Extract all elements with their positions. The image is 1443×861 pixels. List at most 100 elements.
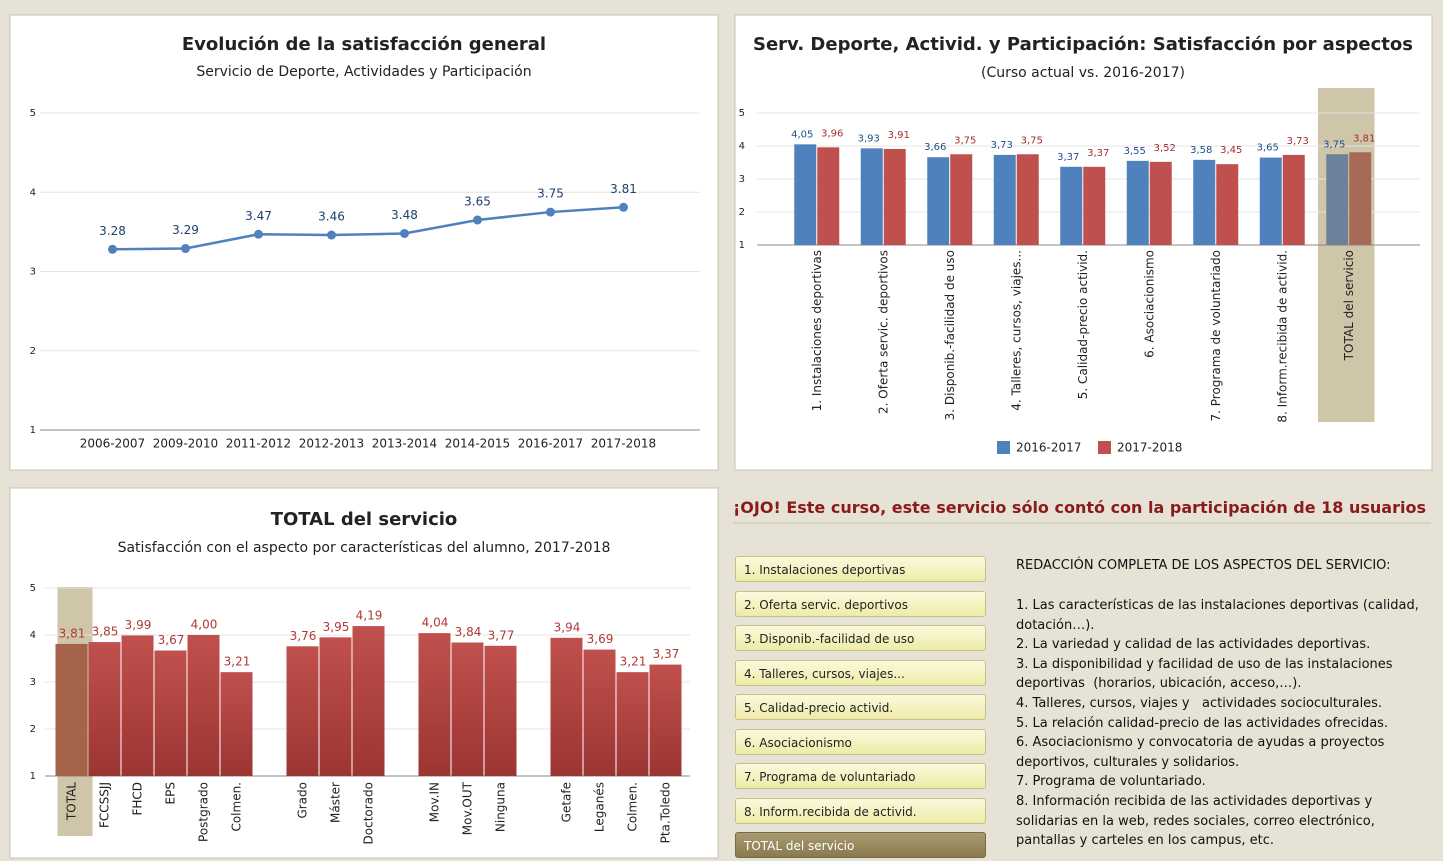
bar — [286, 646, 319, 776]
x-tick-label: 2. Oferta servic. deportivos — [876, 250, 890, 414]
x-tick-label: Pta.Toledo — [659, 782, 673, 843]
value-label: 3,55 — [1124, 146, 1146, 157]
value-label: 3,75 — [954, 135, 976, 146]
value-label: 3,58 — [1190, 145, 1212, 156]
x-tick-label: 2016-2017 — [518, 437, 583, 451]
x-tick-label: 4. Talleres, cursos, viajes... — [1009, 250, 1023, 411]
value-label: 3.75 — [537, 187, 564, 201]
highlight-band — [1318, 88, 1375, 422]
x-tick-label: Leganés — [593, 782, 607, 832]
x-tick-label: 2014-2015 — [445, 437, 510, 451]
bar — [1060, 166, 1083, 245]
aspect-button[interactable]: 1. Instalaciones deportivas — [735, 556, 986, 582]
x-tick-label: Máster — [329, 782, 343, 823]
value-label: 3,94 — [554, 620, 581, 634]
x-tick-label: Colmen. — [626, 782, 640, 832]
bar — [616, 672, 649, 776]
point — [473, 215, 482, 225]
value-label: 3,77 — [488, 628, 515, 642]
bar — [319, 637, 352, 776]
value-label: 3,85 — [92, 625, 119, 639]
bar — [993, 154, 1016, 245]
value-label: 3,21 — [620, 655, 647, 669]
description-line: 6. Asociacionismo y convocatoria de ayud… — [1016, 735, 1385, 751]
chart-title: TOTAL del servicio — [271, 509, 458, 530]
aspect-button[interactable]: 8. Inform.recibida de activid. — [735, 797, 986, 824]
bar — [950, 154, 973, 245]
bar — [220, 672, 253, 776]
aspect-button[interactable]: 6. Asociacionismo — [735, 728, 986, 755]
y-tick-label: 3 — [30, 677, 36, 688]
y-tick-label: 1 — [30, 425, 36, 436]
x-tick-label: 2017-2018 — [591, 437, 656, 451]
point — [619, 202, 628, 212]
x-tick-label: 2013-2014 — [372, 437, 437, 451]
value-label: 3,75 — [1323, 139, 1345, 150]
value-label: 3,96 — [821, 128, 843, 139]
bar — [1216, 164, 1239, 245]
bar — [55, 643, 88, 776]
bar — [1349, 152, 1372, 245]
x-tick-label: 6. Asociacionismo — [1142, 250, 1156, 358]
bar — [154, 650, 187, 776]
aspect-button[interactable]: 5. Calidad-precio activid. — [735, 694, 986, 720]
value-label: 3,66 — [924, 142, 946, 153]
aspect-button[interactable]: TOTAL del servicio — [735, 832, 986, 858]
bar — [1149, 161, 1172, 245]
value-label: 3,52 — [1154, 143, 1176, 154]
x-tick-label: TOTAL — [65, 782, 79, 821]
y-tick-label: 5 — [30, 583, 36, 594]
value-label: 3,75 — [1021, 135, 1043, 146]
bar — [817, 147, 840, 245]
legend-label: 2017-2018 — [1117, 441, 1182, 455]
y-tick-label: 1 — [739, 240, 745, 251]
value-label: 3.29 — [172, 223, 199, 237]
point — [400, 228, 409, 238]
bar — [187, 635, 220, 776]
x-tick-label: TOTAL del servicio — [1342, 250, 1356, 361]
x-tick-label: Getafe — [560, 782, 574, 822]
bar — [860, 148, 883, 245]
x-tick-label: 1. Instalaciones deportivas — [810, 250, 824, 411]
description-line: 2. La variedad y calidad de las activida… — [1016, 637, 1371, 653]
y-tick-label: 3 — [30, 267, 36, 278]
legend-swatch — [1098, 441, 1111, 454]
y-tick-label: 5 — [739, 108, 745, 119]
x-tick-label: Doctorado — [362, 782, 376, 844]
value-label: 3,81 — [1353, 133, 1375, 144]
chart-subtitle: Satisfacción con el aspecto por caracter… — [118, 540, 611, 556]
description-line: 8. Información recibida de las actividad… — [1016, 794, 1373, 809]
x-tick-label: 3. Disponib.-facilidad de uso — [943, 250, 957, 420]
line — [112, 206, 624, 251]
description-line: solidarias en la web, redes sociales, co… — [1016, 813, 1375, 829]
value-label: 3,37 — [1087, 148, 1109, 159]
aspect-button[interactable]: 3. Disponib.-facilidad de uso — [735, 625, 986, 651]
bar — [883, 148, 906, 245]
value-label: 3,81 — [59, 626, 86, 640]
bar — [927, 157, 950, 245]
bar — [484, 645, 517, 776]
x-tick-label: 8. Inform.recibida de activid. — [1275, 250, 1289, 423]
value-label: 4,00 — [191, 618, 218, 632]
value-label: 3,65 — [1257, 143, 1279, 154]
x-tick-label: FCCSSJJ — [98, 782, 112, 828]
y-tick-label: 2 — [739, 207, 745, 218]
bar — [352, 626, 385, 776]
value-label: 3,67 — [158, 633, 185, 647]
x-tick-label: Mov.IN — [428, 782, 442, 822]
aspect-button[interactable]: 2. Oferta servic. deportivos — [735, 590, 986, 617]
bar — [451, 642, 484, 776]
bar — [794, 144, 817, 245]
aspect-button[interactable]: 7. Programa de voluntariado — [735, 763, 986, 789]
x-tick-label: Ninguna — [494, 782, 508, 832]
value-label: 3,69 — [587, 632, 614, 646]
x-tick-label: 2011-2012 — [226, 437, 291, 451]
description-line: 3. La disponibilidad y facilidad de uso … — [1016, 656, 1393, 672]
x-tick-label: 2012-2013 — [299, 437, 364, 451]
value-label: 3,84 — [455, 625, 482, 639]
notice: ¡OJO! Este curso, este servicio sólo con… — [733, 494, 1431, 524]
chart-title: Serv. Deporte, Activid. y Participación:… — [753, 34, 1413, 55]
point — [327, 230, 336, 240]
aspect-button[interactable]: 4. Talleres, cursos, viajes... — [735, 659, 986, 686]
